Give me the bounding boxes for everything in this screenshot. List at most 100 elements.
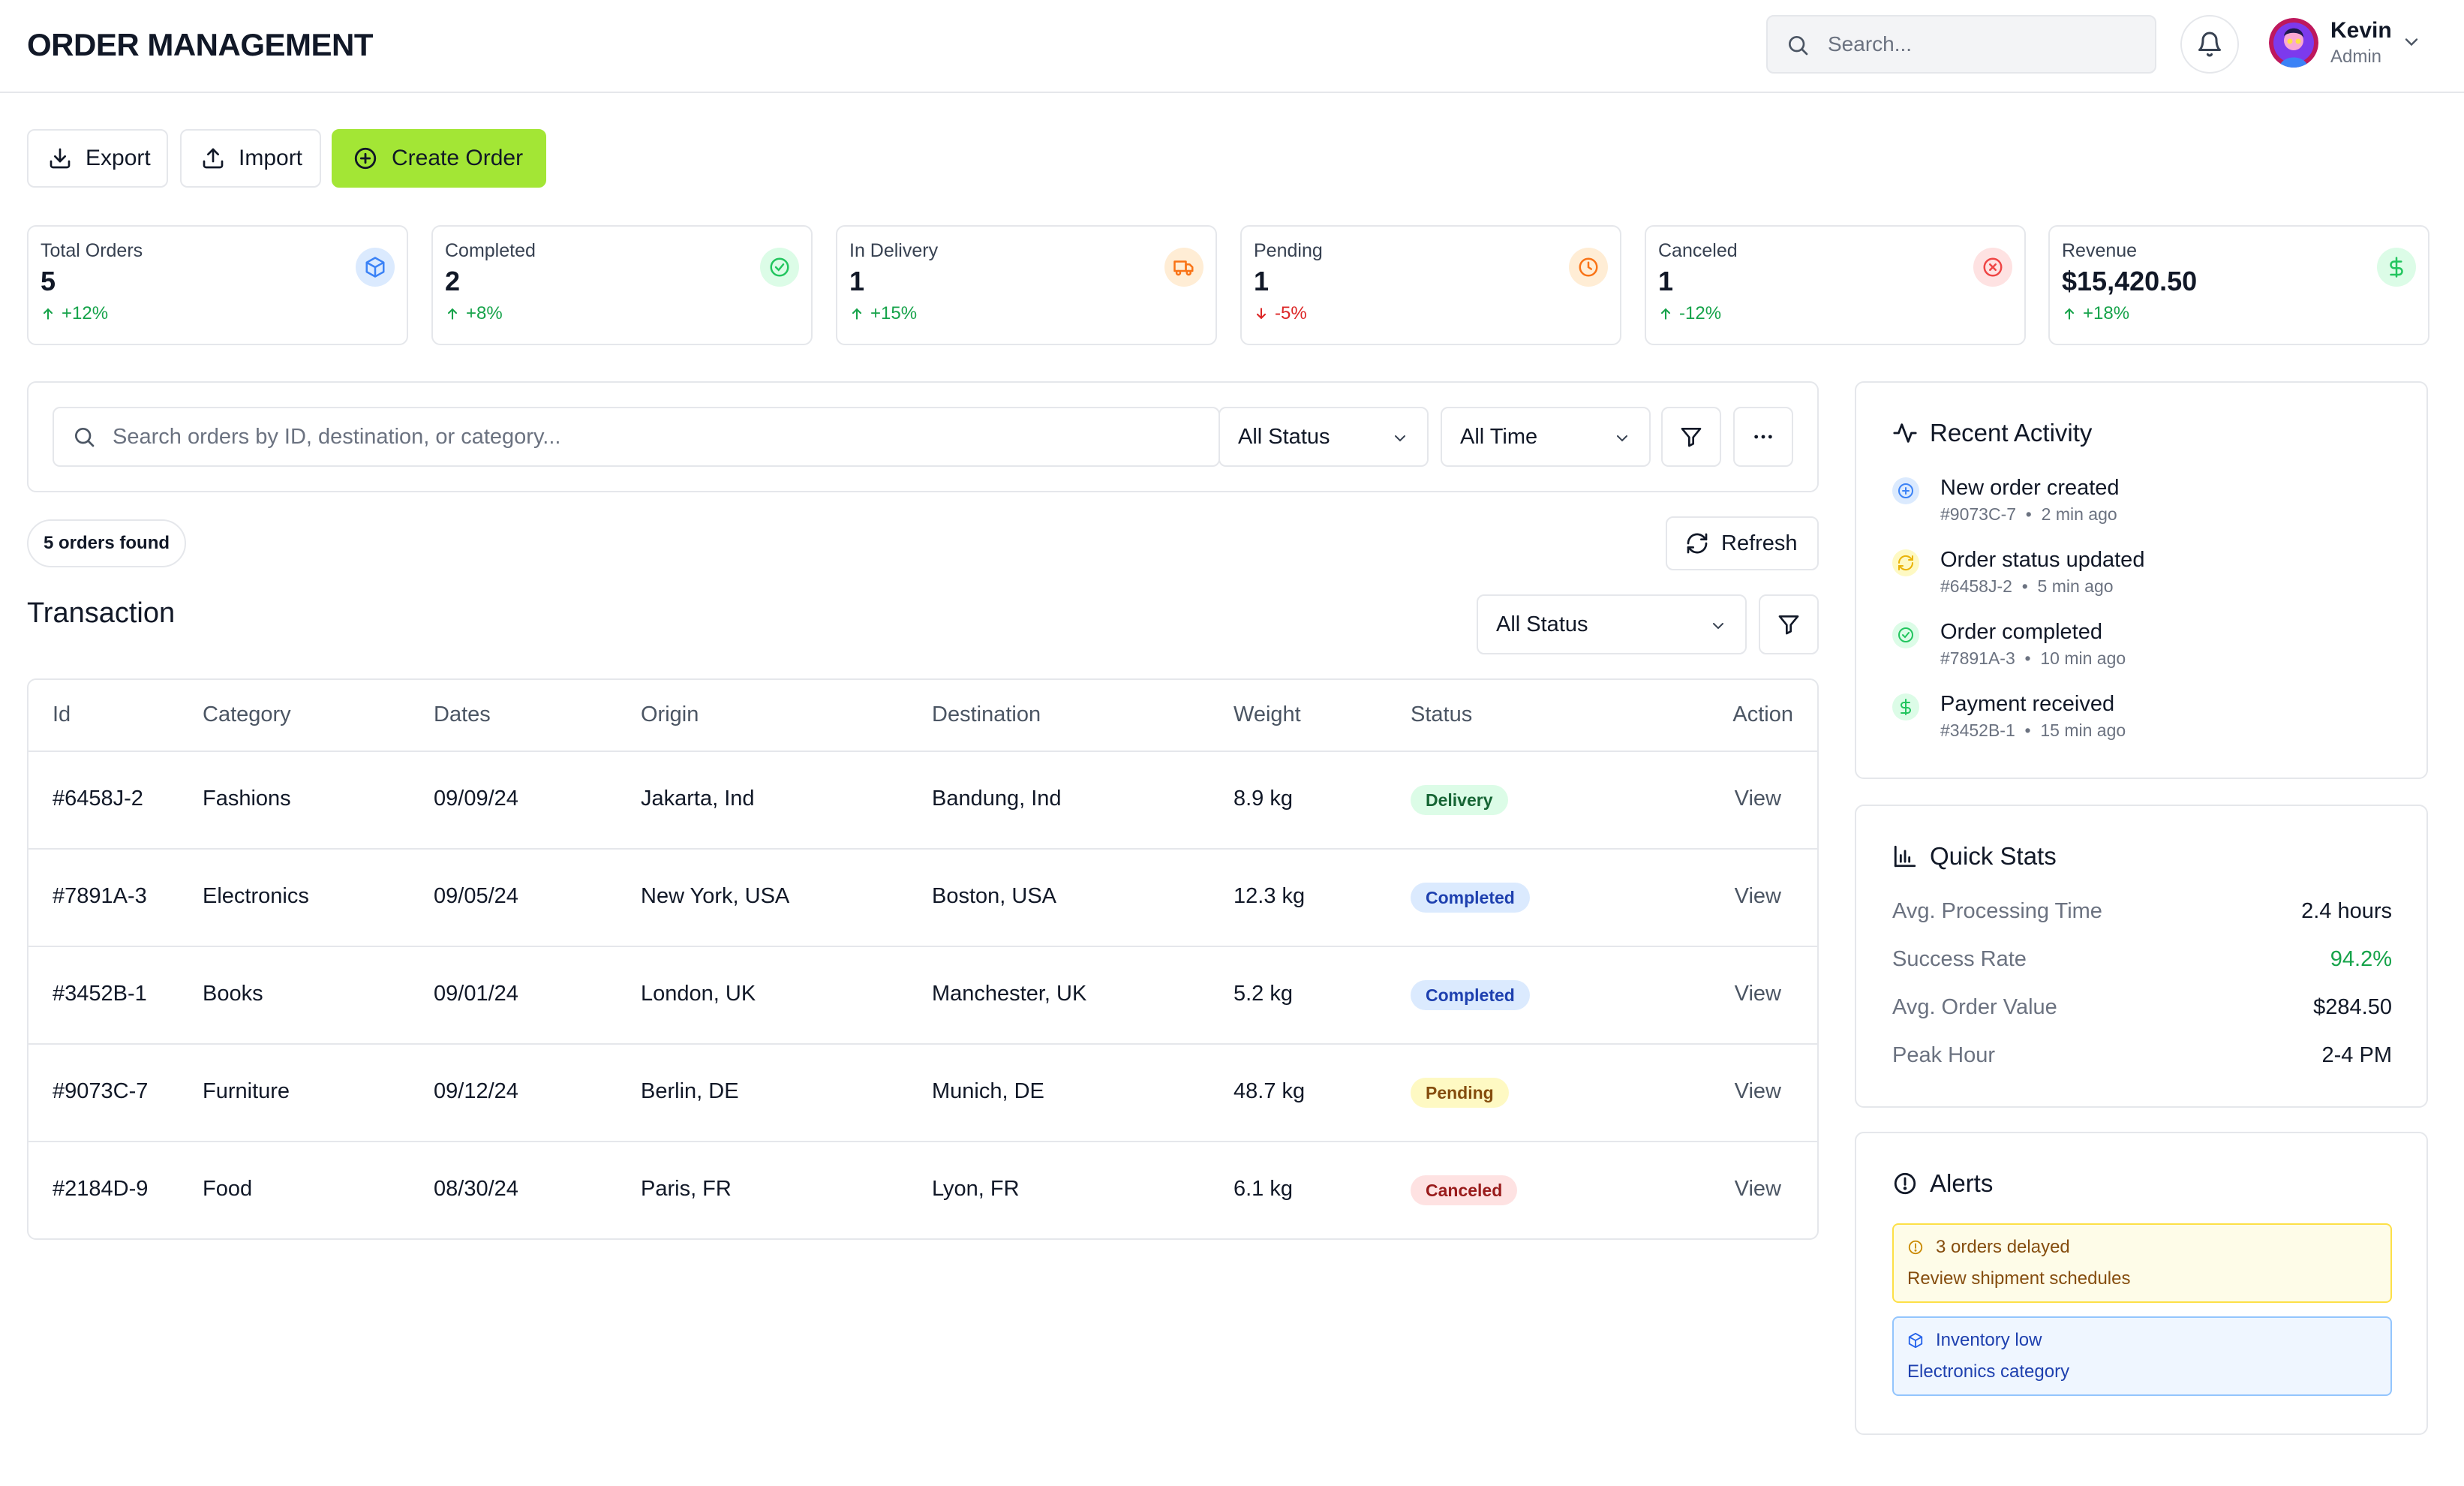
- column-header-dates[interactable]: Dates: [434, 702, 491, 726]
- chevron-down-icon[interactable]: [2401, 32, 2422, 53]
- table-row[interactable]: #6458J-2 Fashions 09/09/24 Jakarta, Ind …: [29, 752, 1817, 850]
- truck-icon: [1164, 248, 1203, 287]
- activity-title: Payment received: [1940, 692, 2115, 716]
- cell-origin: Paris, FR: [641, 1177, 732, 1201]
- cell-destination: Boston, USA: [932, 884, 1057, 908]
- arrow-up-icon: [849, 306, 864, 321]
- transaction-filter-button[interactable]: [1759, 594, 1819, 654]
- activity-meta: #7891A-3 • 10 min ago: [1940, 648, 2126, 668]
- global-search[interactable]: [1766, 15, 2156, 74]
- cell-id: #9073C-7: [53, 1079, 149, 1103]
- table-row[interactable]: #3452B-1 Books 09/01/24 London, UK Manch…: [29, 947, 1817, 1045]
- column-header-destination[interactable]: Destination: [932, 702, 1041, 726]
- kpi-pending: Pending 1 -5%: [1240, 225, 1621, 345]
- column-header-id[interactable]: Id: [53, 702, 71, 726]
- status-filter-select[interactable]: All Status: [1218, 407, 1429, 467]
- view-link[interactable]: View: [1734, 1177, 1781, 1201]
- box-icon: [356, 248, 395, 287]
- column-header-origin[interactable]: Origin: [641, 702, 699, 726]
- activity-meta: #6458J-2 • 5 min ago: [1940, 576, 2114, 596]
- view-link[interactable]: View: [1734, 884, 1781, 908]
- stat-value: 94.2%: [2330, 947, 2392, 971]
- export-button[interactable]: Export: [27, 129, 168, 188]
- cell-origin: New York, USA: [641, 884, 790, 908]
- view-link[interactable]: View: [1734, 982, 1781, 1006]
- cell-date: 09/12/24: [434, 1079, 518, 1103]
- filter-button[interactable]: [1661, 407, 1721, 467]
- arrow-up-icon: [41, 306, 56, 321]
- arrow-down-icon: [1254, 306, 1269, 321]
- alert-subtitle: Electronics category: [1907, 1361, 2070, 1382]
- table-row[interactable]: #7891A-3 Electronics 09/05/24 New York, …: [29, 850, 1817, 947]
- column-header-action: Action: [1732, 702, 1793, 726]
- import-label: Import: [239, 146, 303, 170]
- cell-category: Books: [203, 982, 263, 1006]
- alert-item[interactable]: Inventory low Electronics category: [1892, 1316, 2392, 1396]
- table-row[interactable]: #9073C-7 Furniture 09/12/24 Berlin, DE M…: [29, 1045, 1817, 1142]
- transaction-title: Transaction: [27, 597, 176, 629]
- transactions-table: Id Category Dates Origin Destination Wei…: [27, 678, 1819, 1240]
- view-link[interactable]: View: [1734, 1079, 1781, 1103]
- global-search-input[interactable]: [1828, 17, 2143, 72]
- alert-title: Inventory low: [1907, 1330, 2042, 1351]
- order-search[interactable]: [53, 407, 1220, 467]
- kpi-label: Revenue: [2062, 240, 2138, 261]
- cell-weight: 48.7 kg: [1234, 1079, 1306, 1103]
- kpi-completed: Completed 2 +8%: [431, 225, 813, 345]
- status-badge: Completed: [1411, 883, 1530, 913]
- filter-icon: [1777, 612, 1801, 636]
- time-filter-select[interactable]: All Time: [1441, 407, 1651, 467]
- column-header-status[interactable]: Status: [1411, 702, 1473, 726]
- status-badge: Completed: [1411, 980, 1530, 1010]
- kpi-label: Completed: [445, 240, 536, 261]
- box-icon: [1907, 1332, 1924, 1349]
- filter-panel: All Status All Time: [27, 381, 1819, 492]
- create-order-button[interactable]: Create Order: [332, 129, 546, 188]
- upload-icon: [201, 146, 225, 170]
- search-icon: [72, 425, 96, 449]
- status-badge: Delivery: [1411, 785, 1508, 815]
- import-button[interactable]: Import: [180, 129, 321, 188]
- refresh-icon: [1685, 531, 1709, 555]
- quick-stats-header: Quick Stats: [1892, 842, 2057, 871]
- order-search-input[interactable]: [113, 408, 1208, 465]
- bar-chart-icon: [1892, 844, 1918, 869]
- table-header: Id Category Dates Origin Destination Wei…: [29, 680, 1817, 752]
- cell-weight: 12.3 kg: [1234, 884, 1306, 908]
- more-options-button[interactable]: [1733, 407, 1793, 467]
- table-row[interactable]: #2184D-9 Food 08/30/24 Paris, FR Lyon, F…: [29, 1142, 1817, 1238]
- kpi-label: In Delivery: [849, 240, 939, 261]
- dollar-icon: [1892, 693, 1919, 720]
- kpi-value: 1: [1658, 266, 1674, 296]
- cell-id: #3452B-1: [53, 982, 147, 1006]
- cell-destination: Bandung, Ind: [932, 787, 1062, 811]
- column-header-weight[interactable]: Weight: [1234, 702, 1301, 726]
- orders-found-badge: 5 orders found: [27, 519, 187, 567]
- notifications-button[interactable]: [2180, 15, 2239, 74]
- transaction-status-select[interactable]: All Status: [1477, 594, 1747, 654]
- kpi-value: 5: [41, 266, 56, 296]
- column-header-category[interactable]: Category: [203, 702, 291, 726]
- refresh-button[interactable]: Refresh: [1666, 516, 1819, 570]
- user-name: Kevin: [2330, 18, 2392, 43]
- cell-date: 08/30/24: [434, 1177, 518, 1201]
- user-role: Admin: [2330, 47, 2382, 67]
- avatar[interactable]: [2269, 18, 2318, 68]
- cell-category: Food: [203, 1177, 253, 1201]
- status-filter-value: All Status: [1238, 424, 1330, 449]
- alert-subtitle: Review shipment schedules: [1907, 1268, 2131, 1289]
- view-link[interactable]: View: [1734, 787, 1781, 811]
- refresh-label: Refresh: [1721, 531, 1798, 555]
- cell-date: 09/05/24: [434, 884, 518, 908]
- kpi-value: 2: [445, 266, 461, 296]
- bell-icon: [2196, 31, 2223, 58]
- cell-origin: London, UK: [641, 982, 756, 1006]
- activity-meta: #3452B-1 • 15 min ago: [1940, 720, 2126, 740]
- alert-item[interactable]: 3 orders delayed Review shipment schedul…: [1892, 1223, 2392, 1303]
- dollar-icon: [2377, 248, 2416, 287]
- clock-icon: [1569, 248, 1608, 287]
- x-circle-icon: [1973, 248, 2012, 287]
- kpi-canceled: Canceled 1 -12%: [1645, 225, 2026, 345]
- time-filter-value: All Time: [1460, 424, 1538, 449]
- cell-destination: Munich, DE: [932, 1079, 1044, 1103]
